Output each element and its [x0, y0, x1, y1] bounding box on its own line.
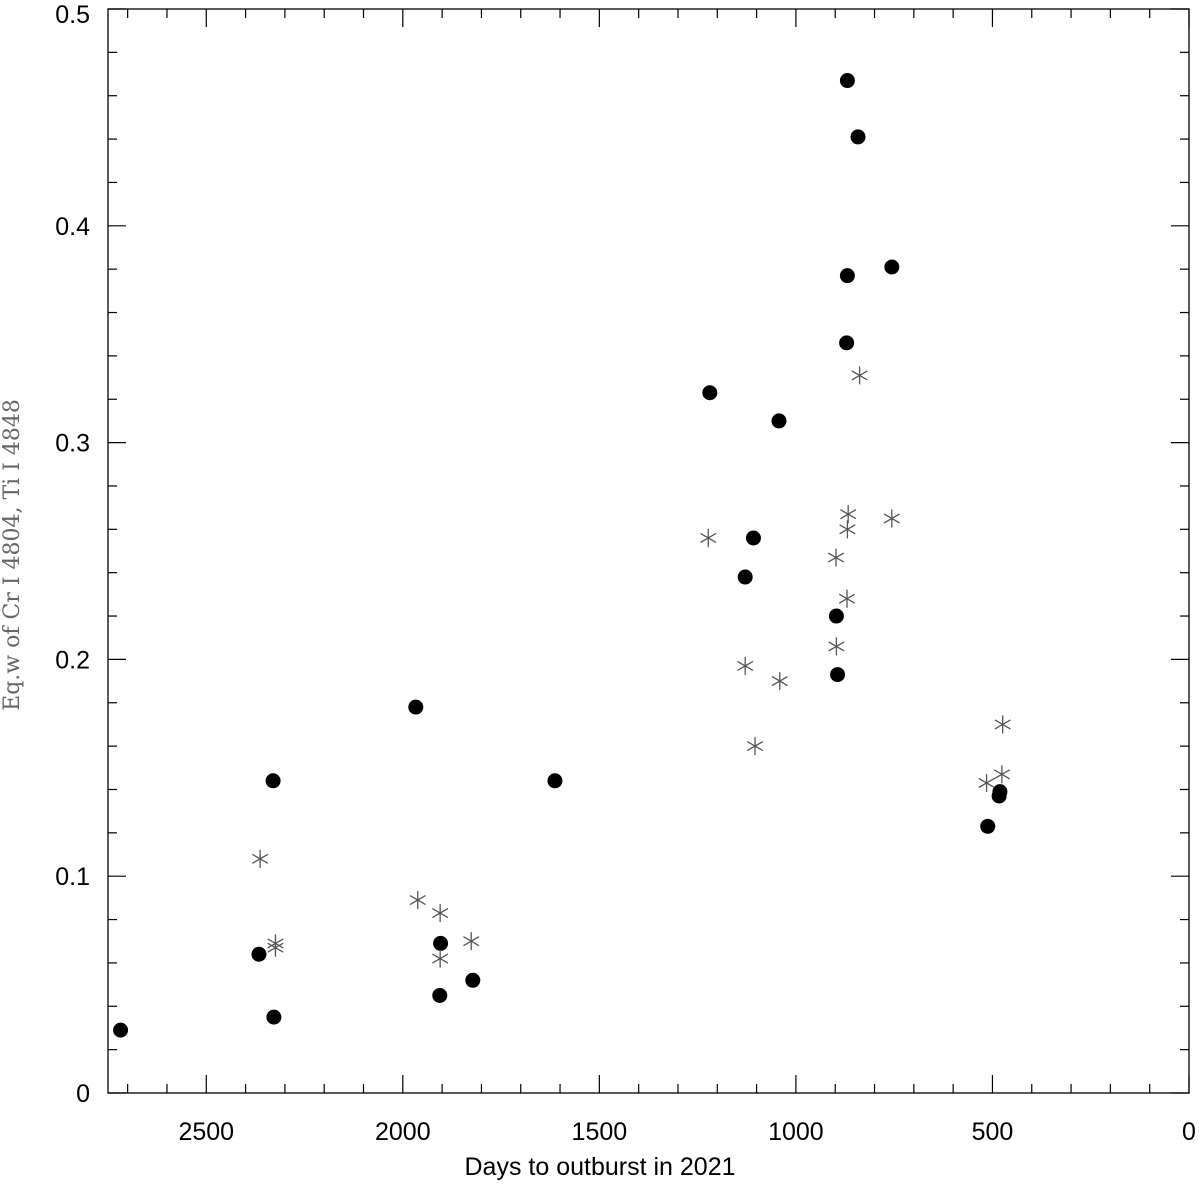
data-point-asterisk [828, 637, 845, 656]
data-point-circle [266, 1009, 282, 1025]
data-point-circle [433, 935, 449, 951]
data-point-circle [547, 773, 563, 789]
x-tick-label: 2000 [375, 1118, 431, 1146]
data-point-circle [850, 129, 866, 145]
data-point-asterisk [883, 509, 900, 528]
x-tick-label: 1000 [768, 1118, 824, 1146]
data-point-circle [839, 268, 855, 284]
data-point-circle [771, 413, 787, 429]
data-points [113, 73, 1011, 1038]
x-tick-label: 1500 [572, 1118, 628, 1146]
data-point-asterisk [978, 773, 995, 792]
data-point-asterisk [771, 672, 788, 691]
x-axis-label: Days to outburst in 2021 [465, 1153, 736, 1181]
data-point-asterisk [851, 366, 868, 385]
data-point-circle [737, 569, 753, 585]
data-point-asterisk [463, 932, 480, 951]
data-point-circle [408, 699, 424, 715]
data-point-circle [432, 987, 448, 1003]
data-point-asterisk [839, 520, 856, 539]
data-point-circle [702, 385, 718, 401]
y-tick-label: 0 [76, 1080, 90, 1108]
x-tick-label: 2500 [178, 1118, 234, 1146]
y-tick-label: 0.2 [55, 646, 90, 674]
data-point-asterisk [994, 715, 1011, 734]
data-point-circle [265, 773, 281, 789]
data-point-asterisk [827, 548, 845, 567]
data-point-asterisk [409, 891, 426, 910]
data-point-circle [251, 946, 267, 962]
data-point-asterisk [700, 528, 717, 547]
data-point-asterisk [737, 656, 754, 675]
data-point-asterisk [267, 938, 284, 957]
data-point-circle [830, 667, 846, 683]
y-tick-label: 0.1 [55, 863, 90, 891]
x-tick-label: 500 [972, 1118, 1014, 1146]
data-point-circle [828, 608, 844, 624]
data-point-circle [745, 530, 761, 546]
data-point-asterisk [746, 737, 764, 756]
axis-ticks [108, 8, 1190, 1094]
data-point-circle [839, 73, 855, 89]
x-tick-label: 0 [1182, 1118, 1196, 1146]
y-tick-label: 0.5 [55, 1, 90, 29]
data-point-circle [113, 1022, 129, 1038]
data-point-asterisk [252, 849, 269, 868]
data-point-asterisk [838, 589, 856, 608]
tick-labels: 2500 2000 1500 1000 500 0 0 0.1 0.2 0.3 0.4 0.5 [55, 1, 1196, 1146]
data-point-asterisk [432, 949, 449, 968]
y-tick-label: 0.4 [55, 213, 90, 241]
y-tick-label: 0.3 [55, 430, 90, 458]
data-point-asterisk [840, 505, 857, 524]
data-point-circle [839, 335, 855, 351]
y-axis-label: Eq.w of Cr I 4804, Ti I 4848 [0, 399, 25, 711]
data-point-circle [465, 972, 481, 988]
data-point-circle [980, 818, 996, 834]
data-point-asterisk [993, 765, 1011, 784]
plot-frame [107, 8, 1190, 1094]
data-point-circle [991, 788, 1007, 804]
data-point-circle [884, 259, 900, 275]
data-point-asterisk [432, 904, 449, 923]
